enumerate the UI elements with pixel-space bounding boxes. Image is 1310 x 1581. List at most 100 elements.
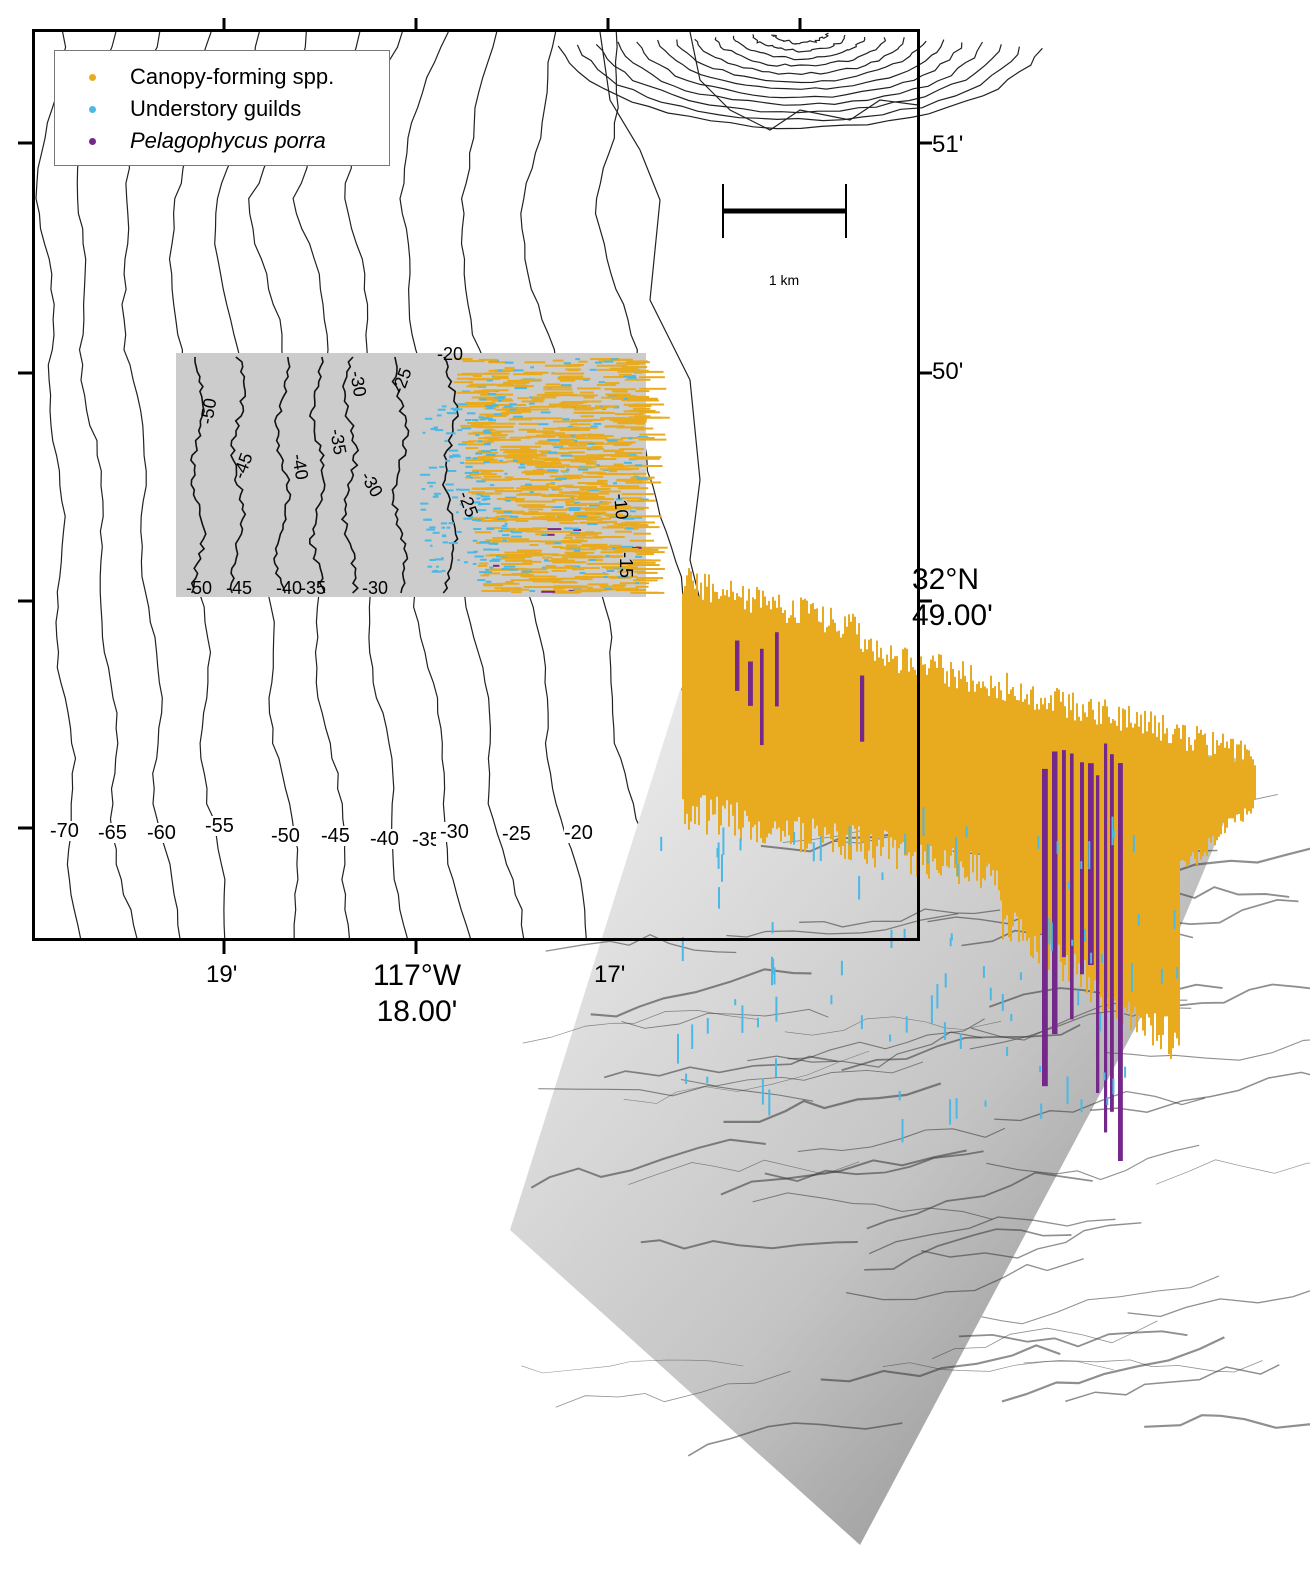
kelp-observation — [592, 445, 603, 448]
canopy-bar — [900, 670, 902, 844]
inset-bottom-label: -30 — [362, 578, 388, 598]
kelp-observation — [426, 528, 435, 531]
understory-bar — [903, 928, 906, 939]
canopy-bar — [962, 661, 964, 868]
kelp-observation — [470, 476, 473, 479]
kelp-observation — [528, 508, 544, 511]
kelp-observation — [501, 573, 532, 576]
kelp-observation — [605, 393, 631, 396]
kelp-observation — [504, 367, 515, 370]
understory-bar — [1037, 836, 1040, 850]
canopy-bar — [910, 657, 912, 875]
understory-bar — [943, 1022, 946, 1040]
understory-bar — [1068, 881, 1071, 890]
canopy-bar — [1230, 738, 1232, 819]
kelp-observation — [429, 559, 436, 561]
kelp-observation — [518, 466, 526, 469]
kelp-observation — [513, 415, 523, 418]
kelp-observation — [478, 358, 498, 361]
canopy-bar — [1076, 703, 1078, 975]
kelp-observation — [590, 425, 598, 428]
canopy-bar — [1146, 731, 1148, 1014]
understory-bar — [950, 933, 953, 941]
kelp-observation — [580, 441, 604, 444]
kelp-observation — [485, 415, 507, 417]
kelp-observation — [504, 522, 508, 525]
kelp-observation — [507, 478, 520, 481]
understory-bar — [739, 838, 742, 851]
kelp-observation — [486, 379, 493, 382]
kelp-observation — [580, 433, 605, 436]
kelp-observation — [609, 516, 618, 518]
canopy-bar — [960, 678, 962, 862]
pelagophycus-bar — [748, 661, 753, 706]
canopy-bar — [792, 600, 794, 841]
kelp-observation — [594, 442, 623, 445]
kelp-observation — [578, 360, 588, 363]
understory-bar — [984, 1100, 987, 1107]
kelp-observation — [446, 432, 451, 435]
kelp-observation — [464, 471, 473, 474]
pelagophycus-bar — [1088, 763, 1094, 965]
canopy-bar — [796, 622, 798, 822]
canopy-bar — [1174, 728, 1176, 1033]
kelp-observation — [471, 396, 503, 399]
kelp-observation — [636, 477, 648, 480]
kelp-observation — [476, 384, 487, 387]
understory-bar — [890, 929, 893, 948]
canopy-bar — [1032, 686, 1034, 959]
kelp-observation — [480, 495, 490, 498]
canopy-bar — [990, 675, 992, 876]
kelp-observation — [600, 485, 612, 488]
kelp-observation — [564, 527, 572, 530]
kelp-observation — [618, 566, 632, 568]
kelp-observation — [483, 461, 490, 464]
inset-contour — [340, 356, 360, 594]
kelp-observation — [635, 390, 650, 393]
kelp-observation — [478, 398, 512, 401]
kelp-observation — [587, 435, 614, 438]
kelp-observation — [455, 488, 462, 491]
kelp-observation — [480, 558, 487, 561]
kelp-observation — [579, 488, 611, 491]
terrain-ridge — [590, 968, 812, 1018]
kelp-observation — [581, 590, 602, 593]
inset-contour — [391, 356, 410, 594]
kelp-observation — [434, 429, 444, 432]
kelp-observation — [583, 396, 595, 399]
canopy-bar — [700, 582, 702, 798]
kelp-observation — [596, 492, 609, 495]
kelp-observation — [587, 442, 599, 445]
canopy-bar — [944, 683, 946, 851]
kelp-observation — [562, 484, 574, 487]
kelp-observation — [596, 464, 600, 467]
canopy-bar — [1172, 734, 1174, 1049]
3d-perspective-view — [510, 568, 1310, 1545]
canopy-bar — [828, 625, 830, 834]
canopy-bar — [888, 662, 890, 859]
kelp-observation — [460, 461, 465, 464]
kelp-observation — [615, 452, 640, 454]
terrain-ridge — [986, 1144, 1200, 1181]
canopy-bar — [726, 590, 728, 801]
canopy-bar — [830, 607, 832, 840]
kelp-observation — [636, 571, 658, 574]
understory-bar — [955, 1098, 958, 1119]
canopy-bar — [1026, 694, 1028, 941]
kelp-observation — [561, 492, 591, 495]
kelp-observation — [599, 585, 625, 588]
canopy-bar — [1156, 736, 1158, 1041]
kelp-observation — [486, 526, 502, 529]
kelp-observation — [475, 434, 480, 437]
kelp-observation — [603, 449, 625, 452]
kelp-observation — [448, 542, 458, 545]
kelp-observation — [598, 520, 617, 523]
canopy-bar — [976, 684, 978, 881]
kelp-observation — [481, 393, 513, 396]
kelp-observation — [552, 465, 565, 468]
kelp-observation — [441, 535, 447, 538]
kelp-observation — [521, 400, 544, 403]
terrain-ridge — [1155, 1159, 1310, 1185]
depth-contour — [121, 31, 181, 941]
pelagophycus-bar — [860, 675, 865, 742]
